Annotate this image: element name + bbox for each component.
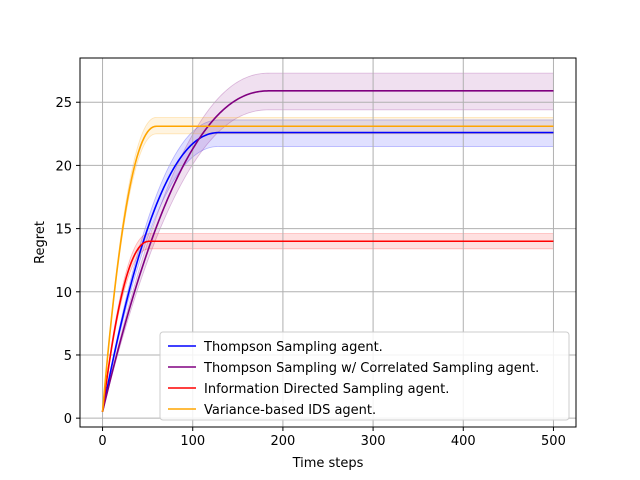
series-line-3 <box>101 125 554 412</box>
x-tick-label: 500 <box>541 434 566 449</box>
x-axis-ticks: 0 100 200 300 400 500 <box>98 427 566 449</box>
series-line-0 <box>101 131 554 412</box>
legend-label-1: Thompson Sampling w/ Correlated Sampling… <box>203 361 539 376</box>
series-line-1 <box>101 90 554 413</box>
y-tick-label: 10 <box>55 286 72 301</box>
series-line-2 <box>101 240 554 412</box>
x-tick-label: 0 <box>98 434 106 449</box>
y-tick-label: 5 <box>64 349 72 364</box>
y-tick-label: 25 <box>55 96 72 111</box>
legend: Thompson Sampling agent. Thompson Samplin… <box>159 331 570 421</box>
legend-label-3: Variance-based IDS agent. <box>204 403 376 418</box>
x-tick-label: 200 <box>270 434 295 449</box>
y-axis-label: Regret <box>33 221 48 264</box>
x-tick-label: 100 <box>180 434 205 449</box>
x-tick-label: 300 <box>361 434 386 449</box>
y-tick-label: 20 <box>55 159 72 174</box>
series-lines <box>101 90 554 413</box>
plot-frame <box>79 57 577 428</box>
legend-label-2: Information Directed Sampling agent. <box>204 382 449 397</box>
legend-box <box>159 331 570 421</box>
y-tick-label: 15 <box>55 223 72 238</box>
x-tick-label: 400 <box>451 434 476 449</box>
legend-label-0: Thompson Sampling agent. <box>203 340 383 355</box>
y-tick-label: 0 <box>64 412 72 427</box>
x-axis-label: Time steps <box>292 456 364 471</box>
y-axis-ticks: 0 5 10 15 20 25 <box>55 96 80 427</box>
